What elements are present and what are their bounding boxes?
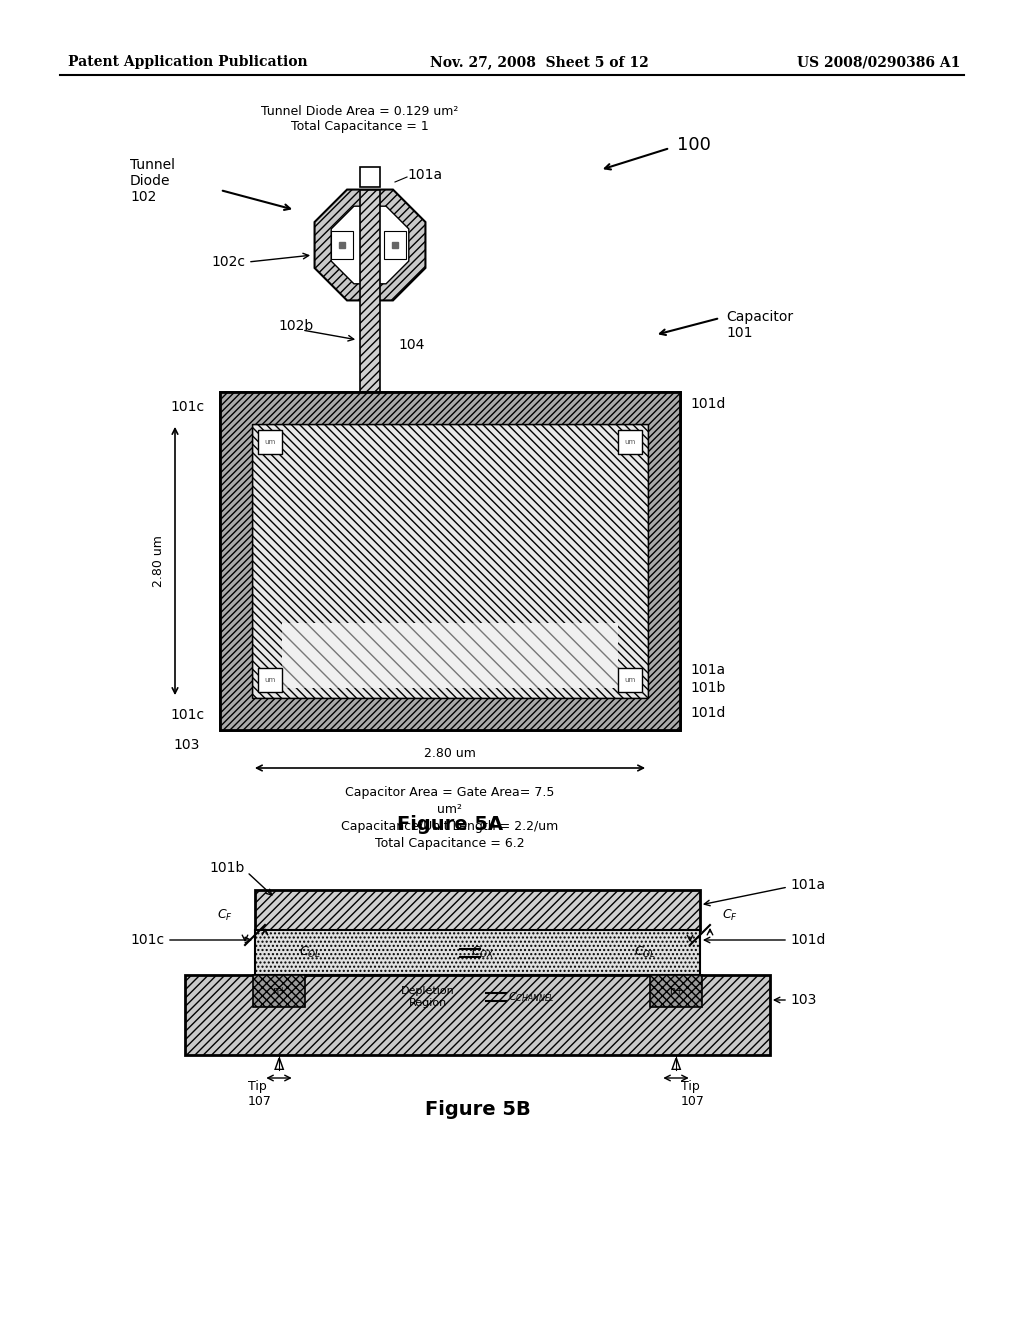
Text: Nov. 27, 2008  Sheet 5 of 12: Nov. 27, 2008 Sheet 5 of 12: [430, 55, 649, 69]
Text: 101b: 101b: [690, 681, 725, 696]
Text: $C_{OL}$: $C_{OL}$: [299, 945, 321, 960]
Text: um: um: [264, 440, 275, 445]
Text: 101b: 101b: [210, 861, 245, 875]
Bar: [648, 392, 680, 730]
Bar: [255, 931, 700, 975]
Text: Tip
107: Tip 107: [681, 1080, 705, 1107]
Text: 101c: 101c: [171, 708, 205, 722]
Text: US 2008/0290386 A1: US 2008/0290386 A1: [797, 55, 961, 69]
Bar: [220, 392, 680, 730]
Text: 2.80 um: 2.80 um: [424, 747, 476, 760]
Text: 104: 104: [398, 338, 424, 352]
Text: $C_{CHANNEL}$: $C_{CHANNEL}$: [508, 990, 554, 1005]
Bar: [220, 392, 680, 424]
Text: $C_F$: $C_F$: [722, 907, 738, 923]
Text: 2.80 um: 2.80 um: [152, 535, 165, 587]
Text: 101c: 101c: [131, 933, 165, 946]
Bar: [252, 424, 648, 698]
Text: 101c: 101c: [171, 400, 205, 414]
Text: Tunnel Diode Area = 0.129 um²
Total Capacitance = 1: Tunnel Diode Area = 0.129 um² Total Capa…: [261, 106, 459, 133]
Text: 101a: 101a: [407, 168, 442, 182]
Text: n+: n+: [272, 986, 286, 997]
Text: 101d: 101d: [790, 933, 825, 946]
Bar: [220, 392, 252, 730]
Polygon shape: [314, 190, 425, 301]
Text: Δ: Δ: [671, 1059, 681, 1073]
Polygon shape: [331, 206, 409, 284]
Text: Δ: Δ: [273, 1059, 285, 1073]
Text: Depletion
Region: Depletion Region: [400, 986, 455, 1007]
Bar: [360, 190, 380, 392]
Bar: [282, 623, 618, 688]
Bar: [220, 392, 252, 730]
Text: 101a: 101a: [690, 663, 725, 677]
Bar: [252, 424, 648, 698]
Text: 101d: 101d: [690, 706, 725, 719]
Bar: [258, 430, 282, 454]
Bar: [360, 190, 380, 392]
Text: 103: 103: [174, 738, 200, 752]
Bar: [648, 392, 680, 730]
Bar: [618, 668, 642, 692]
Text: 102b: 102b: [278, 319, 313, 333]
Text: Figure 5A: Figure 5A: [397, 814, 503, 834]
Text: $C_{OX}$: $C_{OX}$: [471, 945, 495, 960]
Bar: [618, 430, 642, 454]
Bar: [258, 668, 282, 692]
Bar: [255, 890, 700, 931]
Bar: [220, 698, 680, 730]
Text: Tunnel
Diode
102: Tunnel Diode 102: [130, 158, 175, 205]
Text: $C_{OL}$: $C_{OL}$: [634, 945, 656, 960]
Bar: [253, 975, 305, 1007]
Text: Capacitor
101: Capacitor 101: [726, 310, 794, 341]
Bar: [220, 392, 680, 730]
Bar: [220, 698, 680, 730]
Text: $C_F$: $C_F$: [217, 907, 232, 923]
Text: 100: 100: [677, 136, 711, 154]
Text: 102c: 102c: [211, 255, 245, 269]
Text: n+: n+: [669, 986, 683, 997]
Bar: [360, 168, 380, 187]
Text: 101a: 101a: [790, 878, 825, 892]
Bar: [331, 231, 353, 259]
Bar: [185, 975, 770, 1055]
Bar: [650, 975, 702, 1007]
Text: Capacitor Area = Gate Area= 7.5
um²
Capacitance/Unit Length = 2.2/um
Total Capac: Capacitor Area = Gate Area= 7.5 um² Capa…: [341, 785, 559, 850]
Text: Figure 5B: Figure 5B: [425, 1100, 530, 1119]
Text: um: um: [264, 677, 275, 682]
Text: um: um: [625, 677, 636, 682]
Text: Patent Application Publication: Patent Application Publication: [68, 55, 307, 69]
Bar: [282, 623, 618, 688]
Text: Tip
107: Tip 107: [248, 1080, 272, 1107]
Text: 103: 103: [790, 993, 816, 1007]
Bar: [384, 231, 406, 259]
Bar: [220, 392, 680, 424]
Text: 101d: 101d: [690, 397, 725, 411]
Text: um: um: [625, 440, 636, 445]
